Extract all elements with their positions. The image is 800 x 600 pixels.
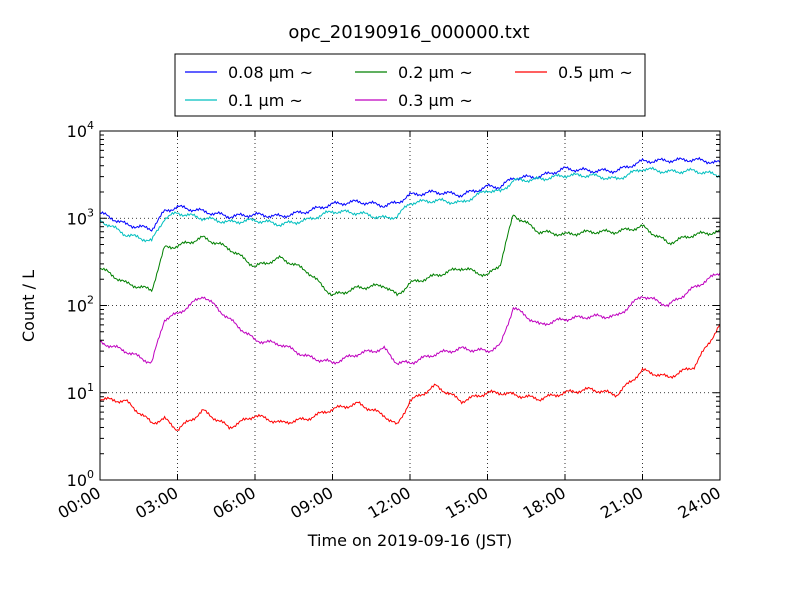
series-line [99,156,721,232]
x-tick-label: 03:00 [132,483,181,523]
legend-label: 0.5 μm ~ [558,63,633,82]
axis-ticks: 00:00 03:00 06:00 09:00 12:00 15:00 18:00 21:00… [55,119,724,523]
x-tick-label: 15:00 [442,483,491,523]
x-tick-label: 06:00 [210,483,259,523]
y-tick-label: 104 [67,119,94,141]
x-tick-label: 21:00 [597,483,646,523]
y-tick-label: 100 [67,468,94,490]
x-tick-label: 12:00 [365,483,414,523]
legend-label: 0.2 μm ~ [398,63,473,82]
legend-label: 0.1 μm ~ [228,91,303,110]
y-tick-label: 103 [67,206,94,228]
series-layer [99,156,721,432]
series-line [99,166,721,243]
legend-label: 0.08 μm ~ [228,63,313,82]
series-line [99,214,721,297]
x-axis-label: Time on 2019-09-16 (JST) [307,531,512,550]
series-line [99,323,721,432]
legend: 0.08 μm ~ 0.1 μm ~ 0.2 μm ~ 0.3 μm ~ 0.5 μm … [174,53,646,117]
y-axis-label: Count / L [19,270,38,342]
y-tick-label: 102 [67,294,94,316]
y-tick-label: 101 [67,381,94,403]
grid-lines [100,131,720,480]
legend-box [174,53,646,117]
series-line [99,272,721,366]
legend-label: 0.3 μm ~ [398,91,473,110]
x-tick-label: 09:00 [287,483,336,523]
x-tick-label: 24:00 [675,483,724,523]
chart-title: opc_20190916_000000.txt [288,22,529,43]
x-tick-label: 18:00 [520,483,569,523]
